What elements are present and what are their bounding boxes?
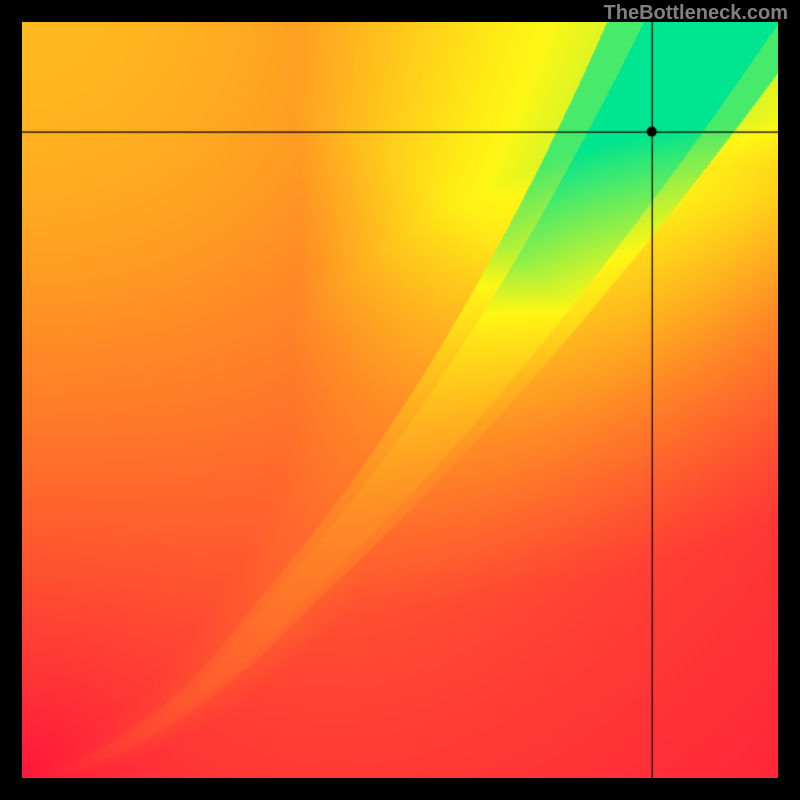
watermark-text: TheBottleneck.com bbox=[604, 2, 788, 25]
chart-container: TheBottleneck.com bbox=[0, 0, 800, 800]
bottleneck-heatmap bbox=[22, 22, 778, 778]
